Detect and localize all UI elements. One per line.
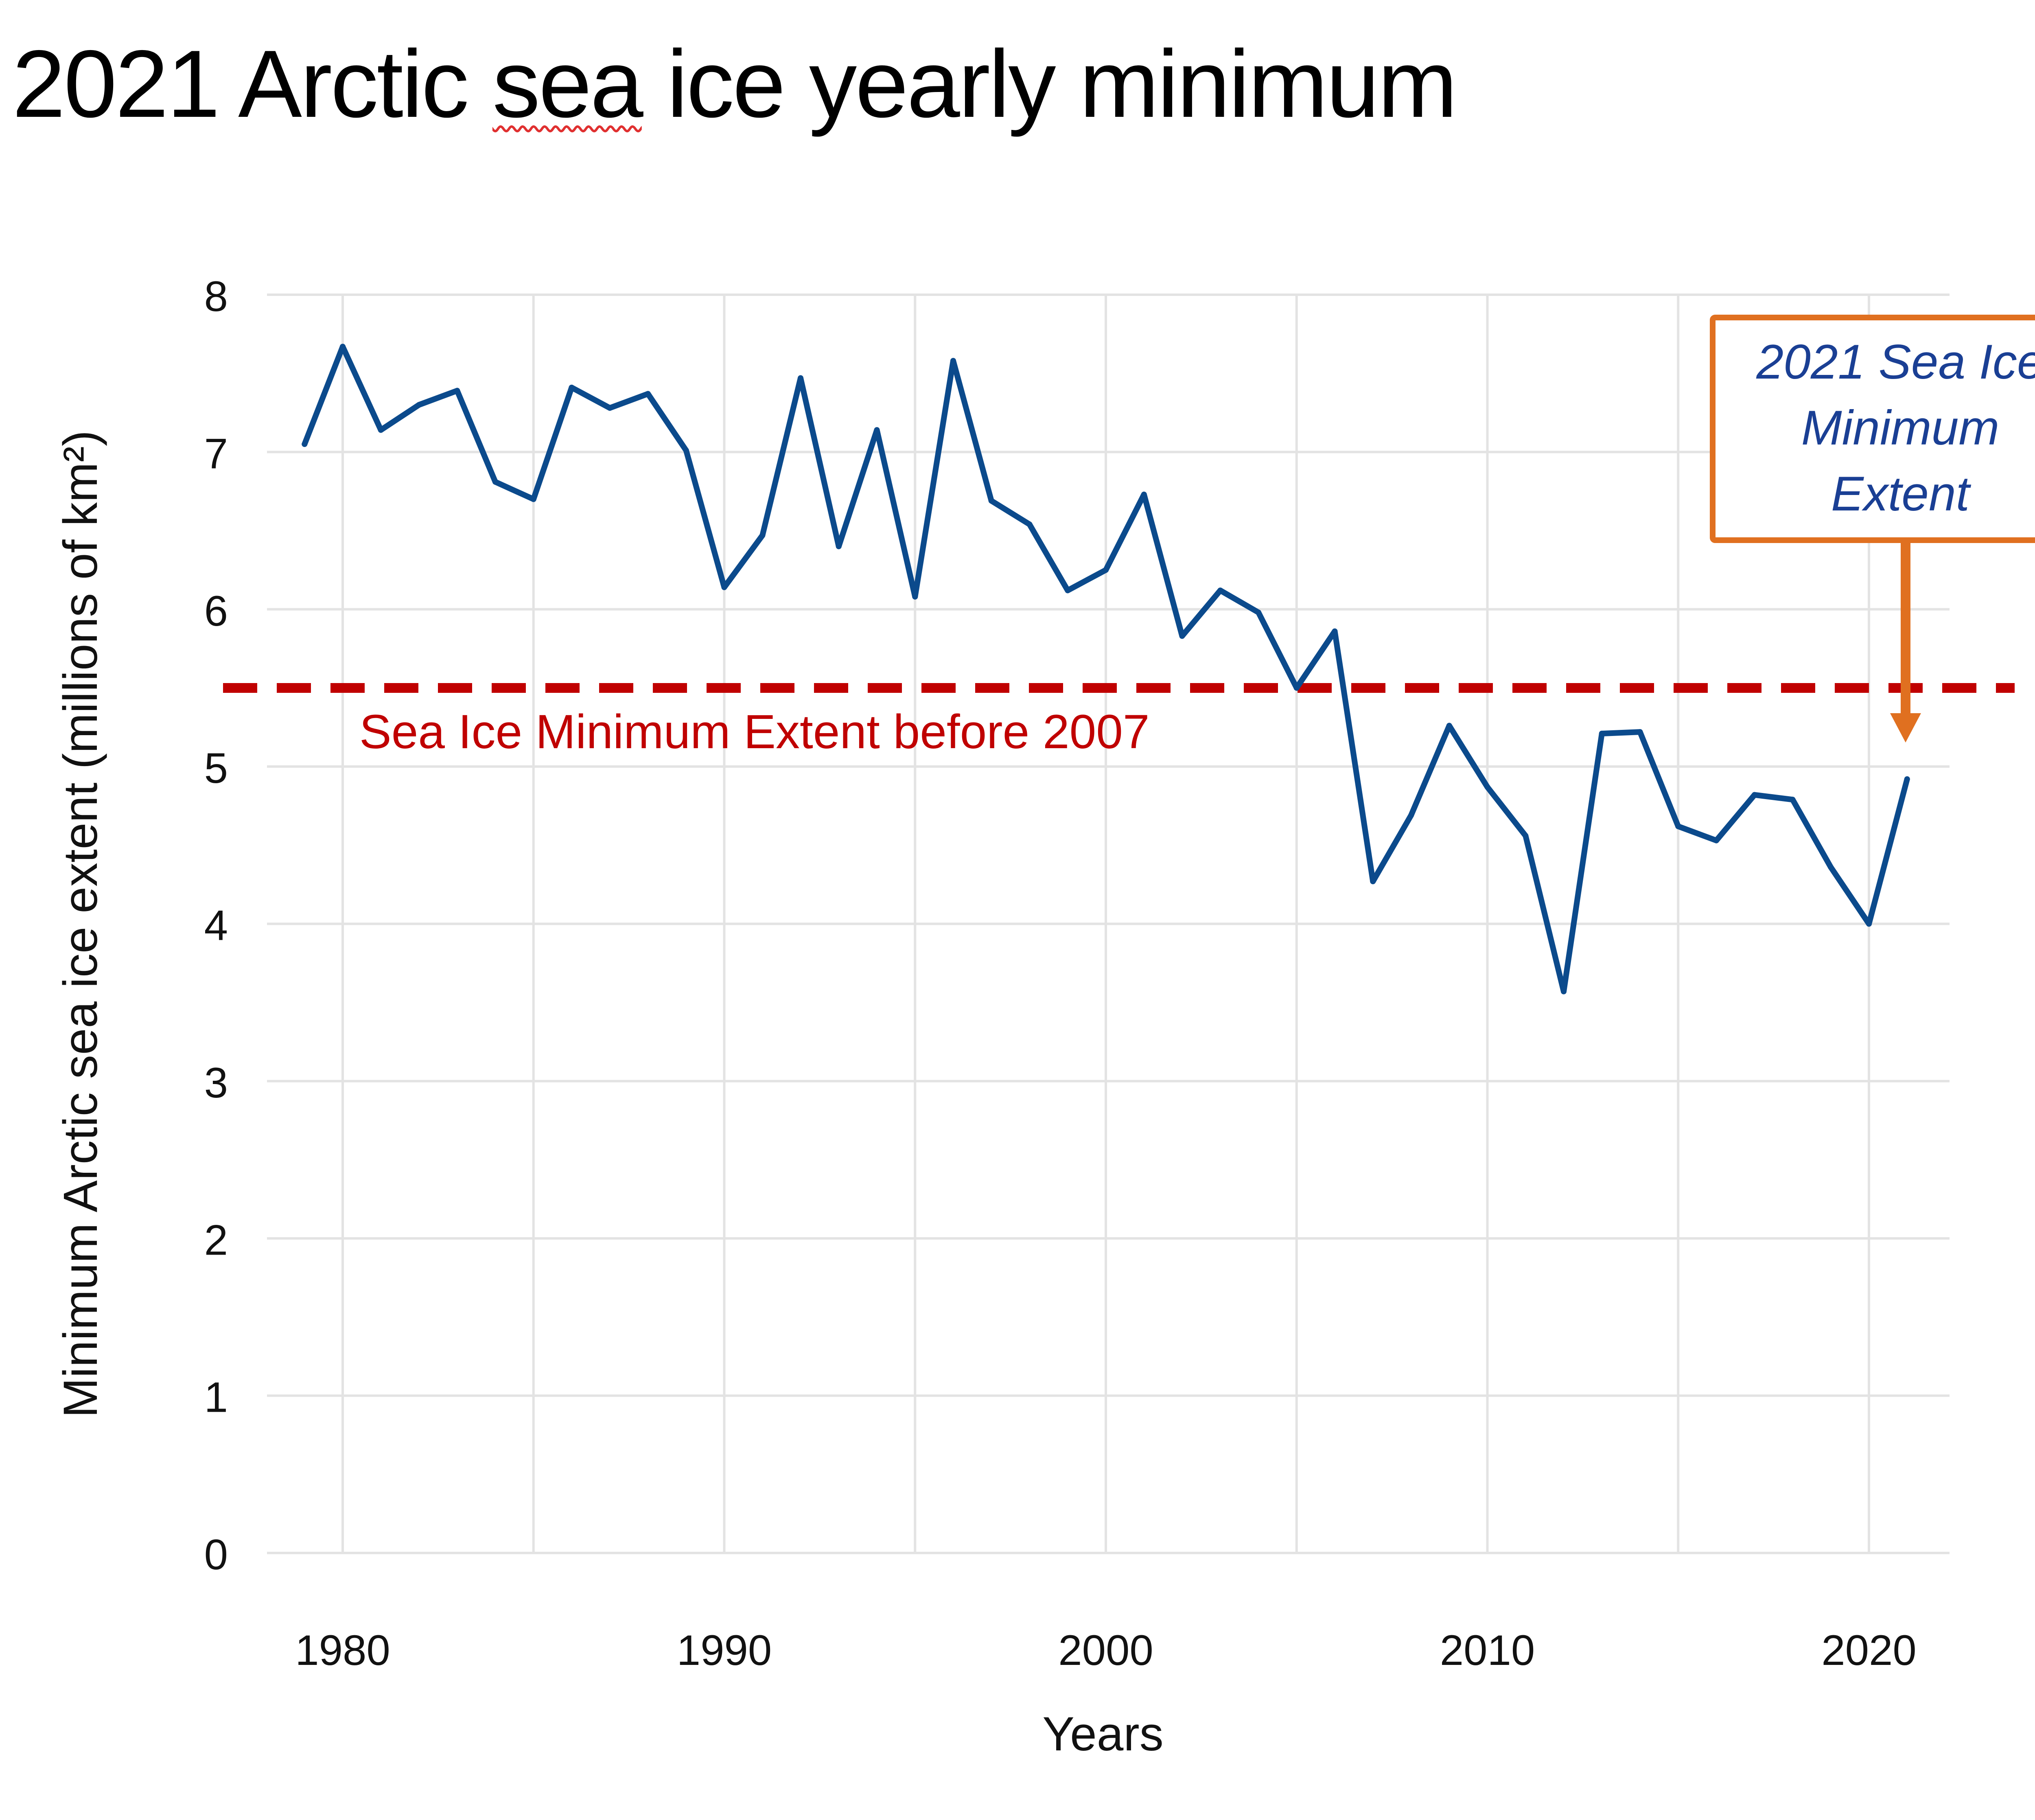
data-point [1293, 685, 1300, 691]
data-point [683, 447, 689, 453]
y-tick-label: 3 [204, 1059, 228, 1107]
data-point [1484, 784, 1490, 790]
data-point [1790, 797, 1796, 803]
data-point [1866, 921, 1872, 927]
data-point [1713, 837, 1719, 843]
data-point [607, 405, 613, 411]
title-spellcheck-word: sea [492, 30, 643, 137]
data-point [1637, 729, 1643, 735]
grid-lines [267, 293, 1950, 1554]
y-tick-label: 1 [204, 1374, 228, 1421]
data-point [302, 441, 308, 447]
data-point [1217, 587, 1223, 594]
data-point [1446, 723, 1452, 729]
data-point [492, 479, 498, 485]
data-point [340, 344, 346, 350]
data-point [1179, 633, 1185, 639]
x-tick-label: 2020 [1821, 1627, 1917, 1674]
y-tick-label: 8 [204, 273, 228, 320]
data-point [1561, 988, 1567, 994]
title-prefix: 2021 Arctic [12, 30, 492, 137]
title-suffix: ice yearly minimum [641, 30, 1457, 137]
data-point [1904, 776, 1910, 782]
data-point [1103, 567, 1109, 573]
y-tick-label: 7 [204, 430, 228, 477]
x-tick-label: 2010 [1440, 1627, 1535, 1674]
annotation-text-line: 2021 Sea Ice [1756, 335, 2035, 389]
data-point [530, 496, 536, 502]
data-point [1751, 792, 1757, 798]
x-tick-label: 1990 [677, 1627, 772, 1674]
y-tick-label: 6 [204, 587, 228, 635]
data-point [874, 427, 880, 433]
y-tick-label: 4 [204, 902, 228, 950]
x-tick-labels: 1980 1990 2000 2010 2020 [295, 1627, 1917, 1674]
data-point [798, 375, 803, 381]
data-point [378, 427, 384, 433]
data-point [1408, 812, 1414, 818]
reference-line-label: Sea Ice Minimum Extent before 2007 [359, 705, 1149, 759]
annotation-box [1710, 315, 2035, 543]
slide-title: 2021 Arctic sea ice yearly minimum [12, 28, 1457, 139]
data-point [950, 358, 956, 364]
y-tick-label: 5 [204, 745, 228, 792]
y-tick-label: 0 [204, 1531, 228, 1579]
data-point [836, 543, 842, 550]
annotation-text-line: Minimum [1801, 401, 2000, 455]
y-tick-label: 2 [204, 1216, 228, 1264]
data-point [454, 388, 460, 394]
x-axis-label: Years [1042, 1707, 1163, 1761]
data-point [1675, 823, 1681, 829]
data-point [1370, 878, 1376, 885]
data-point [1141, 491, 1147, 497]
data-point [721, 584, 727, 590]
data-point [1828, 864, 1834, 870]
data-point [645, 391, 651, 397]
data-point [759, 532, 766, 539]
y-tick-labels: 0 1 2 3 4 5 6 7 8 [204, 273, 228, 1579]
annotation-2021: 2021 Sea Ice Minimum Extent [1710, 315, 2035, 742]
data-point [1599, 730, 1605, 736]
data-point [1256, 609, 1261, 615]
data-point [1332, 628, 1338, 634]
data-point [1523, 833, 1529, 839]
data-point [1026, 521, 1033, 528]
data-point [912, 594, 918, 600]
x-tick-label: 1980 [295, 1627, 390, 1674]
x-tick-label: 2000 [1058, 1627, 1153, 1674]
data-point [416, 402, 422, 408]
data-point [988, 498, 994, 504]
y-axis-label: Minimum Arctic sea ice extent (millions … [54, 430, 107, 1418]
data-point [569, 384, 575, 390]
annotation-arrow-head [1890, 713, 1921, 742]
data-points [302, 344, 1910, 994]
data-point [1065, 587, 1071, 594]
annotation-text-line: Extent [1831, 466, 1972, 521]
